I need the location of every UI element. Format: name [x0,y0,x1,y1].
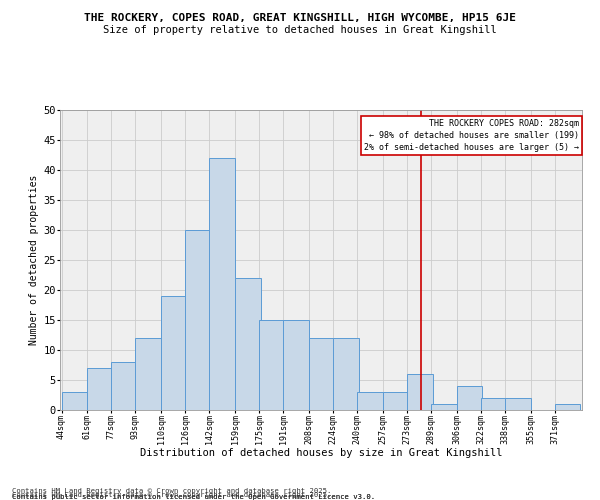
Bar [357,392,383,410]
Text: THE ROCKERY COPES ROAD: 282sqm
← 98% of detached houses are smaller (199)
2% of : THE ROCKERY COPES ROAD: 282sqm ← 98% of … [364,119,580,152]
X-axis label: Distribution of detached houses by size in Great Kingshill: Distribution of detached houses by size … [140,448,502,458]
Text: Contains public sector information licensed under the Open Government Licence v3: Contains public sector information licen… [12,494,375,500]
Bar [111,362,137,410]
Bar [407,374,433,410]
Bar [62,392,87,410]
Text: Size of property relative to detached houses in Great Kingshill: Size of property relative to detached ho… [103,25,497,35]
Bar [333,338,359,410]
Y-axis label: Number of detached properties: Number of detached properties [29,175,39,345]
Bar [161,296,187,410]
Text: Contains HM Land Registry data © Crown copyright and database right 2025.
Contai: Contains HM Land Registry data © Crown c… [12,488,375,500]
Bar [431,404,457,410]
Bar [87,368,113,410]
Bar [481,398,506,410]
Bar [505,398,531,410]
Bar [136,338,161,410]
Text: THE ROCKERY, COPES ROAD, GREAT KINGSHILL, HIGH WYCOMBE, HP15 6JE: THE ROCKERY, COPES ROAD, GREAT KINGSHILL… [84,12,516,22]
Bar [283,320,309,410]
Bar [235,278,260,410]
Text: Contains HM Land Registry data © Crown copyright and database right 2025.: Contains HM Land Registry data © Crown c… [12,492,331,498]
Bar [309,338,335,410]
Bar [259,320,285,410]
Bar [383,392,409,410]
Bar [209,158,235,410]
Bar [185,230,211,410]
Bar [555,404,580,410]
Bar [457,386,482,410]
